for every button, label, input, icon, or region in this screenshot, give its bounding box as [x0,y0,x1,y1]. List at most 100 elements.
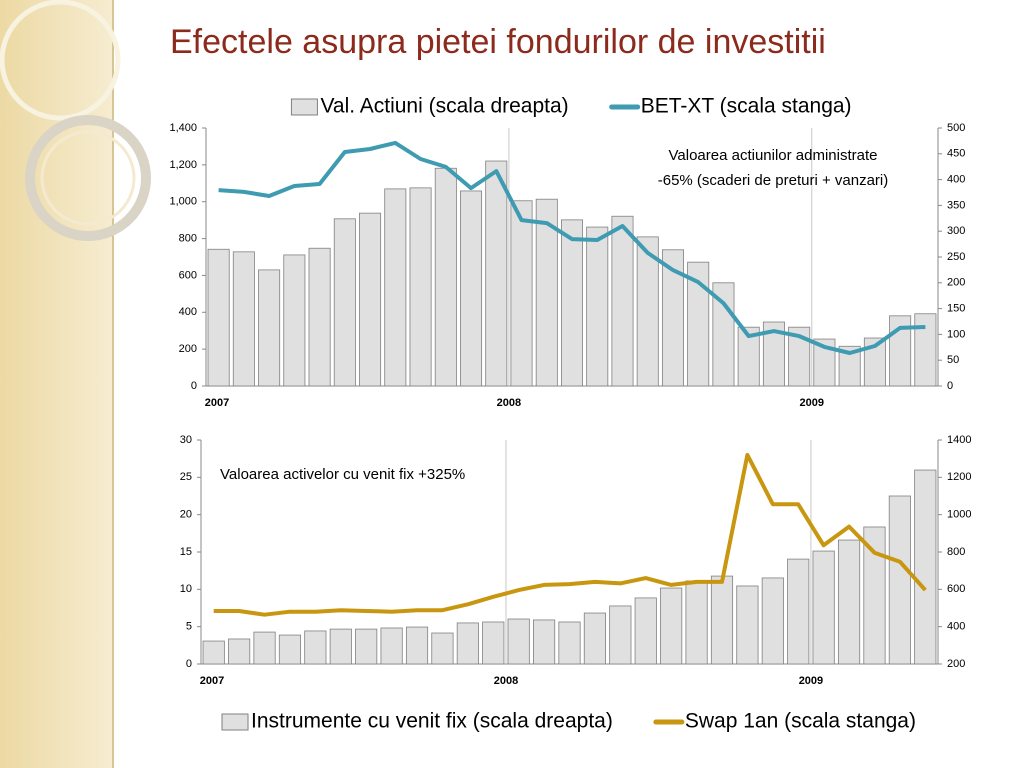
bar [812,550,835,665]
decor-circle [0,0,121,121]
bar [359,212,382,387]
line [218,140,926,355]
legend-label: Val. Actiuni (scala dreapta) [320,95,568,118]
bar [558,621,581,665]
bar [202,640,225,665]
y2-tick-label: 1200 [947,471,971,483]
x-tick-label: 2008 [497,397,521,409]
bar [660,587,683,665]
side-strip [0,0,113,768]
y-tick-label: 0 [191,380,197,392]
y-tick-label: 0 [186,658,192,670]
bar [380,627,403,665]
bar [710,575,734,665]
y2-tick-label: 400 [947,621,965,633]
bar [583,612,606,665]
x-tick-label: 2007 [200,675,224,687]
bar [586,226,609,387]
bar [737,326,760,387]
bar [485,160,508,387]
y-tick-label: 10 [180,583,192,595]
bar [308,247,331,387]
y2-tick-label: 200 [947,658,965,670]
bar [258,269,281,387]
annotation: -65% (scaderi de preturi + vanzari) [658,172,889,189]
x-tick-label: 2008 [494,675,518,687]
x-tick-label: 2007 [205,397,229,409]
bar [228,638,251,665]
bar [510,200,533,387]
bar [736,585,759,665]
bar [278,634,302,665]
bar [888,495,911,665]
bar [762,321,785,387]
y2-tick-label: 250 [947,251,965,263]
bar [914,469,937,665]
bar [460,190,483,387]
bar [533,619,556,665]
bar [634,597,657,665]
legend-label: BET-XT (scala stanga) [641,95,852,118]
slide-title: Efectele asupra pietei fondurilor de inv… [170,23,826,61]
y-tick-label: 30 [180,434,192,446]
y-tick-label: 600 [179,269,197,281]
bar [431,632,454,665]
y-tick-label: 25 [180,471,192,483]
bar [661,249,684,387]
y2-tick-label: 450 [947,148,965,160]
bar [609,605,632,665]
y-tick-label: 15 [180,546,192,558]
bar [560,219,584,387]
legend-label: Swap 1an (scala stanga) [685,710,916,733]
bar [838,345,861,387]
bar [456,622,479,665]
bar [535,198,558,387]
y-tick-label: 5 [186,621,192,633]
bar [687,261,710,387]
y2-tick-label: 600 [947,583,965,595]
bar [914,313,937,387]
y2-tick-label: 200 [947,277,965,289]
bar [482,621,505,665]
bar [863,337,886,387]
y-tick-label: 800 [179,232,197,244]
bar [434,167,457,387]
y2-tick-label: 800 [947,546,965,558]
annotation: Valoarea actiunilor administrate [669,147,878,164]
y2-tick-label: 350 [947,199,965,211]
y-tick-label: 20 [180,509,192,521]
y-tick-label: 1,000 [169,196,197,208]
bar [329,628,352,665]
legend-swatch [221,713,249,731]
y-tick-label: 1,400 [169,122,197,134]
bar [409,187,432,387]
y2-tick-label: 400 [947,174,965,186]
y2-tick-label: 500 [947,122,965,134]
y2-tick-label: 300 [947,225,965,237]
x-tick-label: 2009 [800,397,824,409]
decor-circle [25,115,151,241]
y2-tick-label: 100 [947,328,965,340]
annotation: Valoarea activelor cu venit fix +325% [220,466,465,483]
bar [611,215,634,387]
bar [304,630,327,665]
bar [232,251,255,387]
y2-tick-label: 50 [947,354,959,366]
bar [837,539,861,665]
bar [405,626,429,665]
bar [207,248,230,387]
bar [384,188,407,387]
bar [761,577,784,665]
bar [813,338,836,387]
legend-swatch [290,98,318,116]
y-tick-label: 200 [179,343,197,355]
bar [863,526,886,665]
legend-label: Instrumente cu venit fix (scala dreapta) [251,710,613,733]
y2-tick-label: 150 [947,303,965,315]
y2-tick-label: 1400 [947,434,971,446]
y2-tick-label: 0 [947,380,953,392]
bar [787,558,810,665]
line [213,452,927,617]
